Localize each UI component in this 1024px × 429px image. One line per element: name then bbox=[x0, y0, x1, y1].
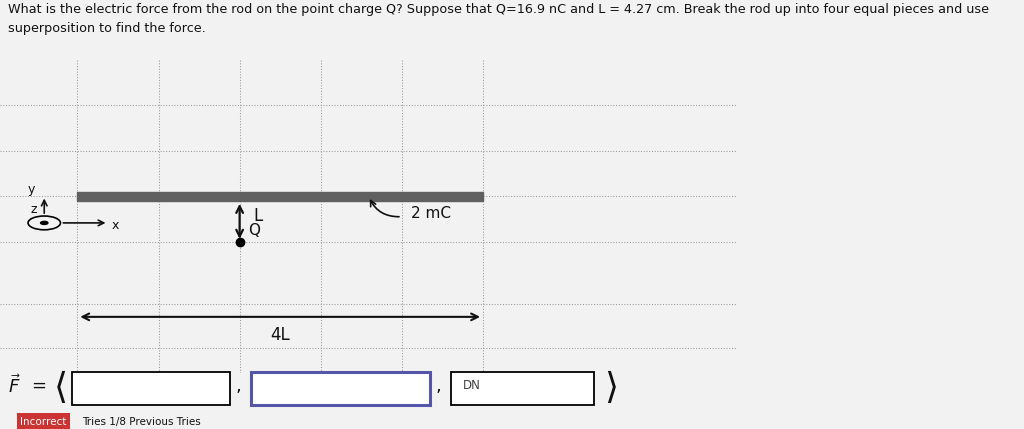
Circle shape bbox=[41, 221, 48, 224]
Text: What is the electric force from the rod on the point charge Q? Suppose that Q=16: What is the electric force from the rod … bbox=[8, 3, 989, 34]
Text: =: = bbox=[31, 377, 46, 395]
Text: $\rangle$: $\rangle$ bbox=[604, 369, 617, 405]
Text: Tries 1/8 Previous Tries: Tries 1/8 Previous Tries bbox=[82, 417, 201, 427]
Text: Incorrect: Incorrect bbox=[20, 417, 67, 427]
Text: Q: Q bbox=[249, 223, 260, 238]
Text: 2 mC: 2 mC bbox=[411, 206, 451, 221]
Bar bbox=[251, 372, 430, 405]
Text: x: x bbox=[112, 218, 120, 232]
Text: 4L: 4L bbox=[270, 326, 290, 344]
Bar bbox=[78, 192, 483, 201]
Text: DN: DN bbox=[463, 379, 480, 392]
Text: $\langle$: $\langle$ bbox=[53, 369, 67, 405]
Bar bbox=[72, 372, 230, 405]
Text: ,: , bbox=[435, 377, 441, 395]
Text: ,: , bbox=[236, 377, 242, 395]
Text: L: L bbox=[253, 207, 262, 225]
Circle shape bbox=[28, 216, 60, 230]
Bar bbox=[451, 372, 594, 405]
Text: z: z bbox=[31, 203, 37, 216]
Text: y: y bbox=[28, 182, 36, 196]
Text: $\vec{F}$: $\vec{F}$ bbox=[8, 375, 20, 397]
